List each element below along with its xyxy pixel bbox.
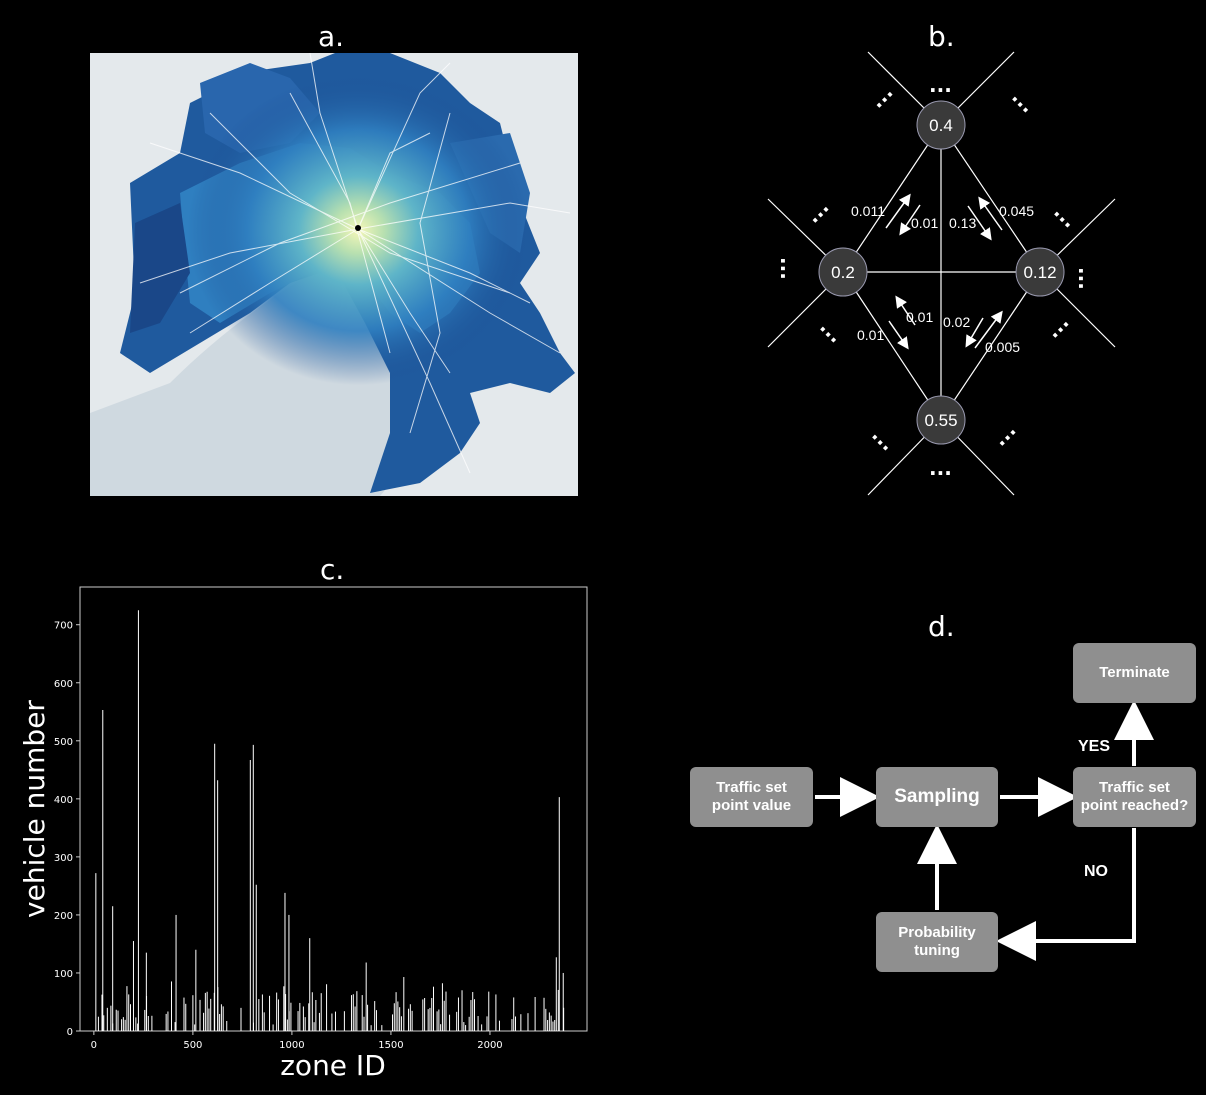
setpoint-box: Traffic set point value bbox=[690, 767, 813, 827]
node-bottom: 0.55 bbox=[916, 395, 966, 445]
yes-label: YES bbox=[1078, 738, 1111, 755]
edge-label: 0.005 bbox=[985, 339, 1020, 355]
y-axis-label: vehicle number bbox=[18, 700, 51, 918]
edge-label: 0.045 bbox=[999, 203, 1034, 219]
y-tick-label: 700 bbox=[54, 621, 73, 632]
ellipsis: ... bbox=[776, 257, 800, 280]
node-value: 0.4 bbox=[929, 116, 953, 135]
y-ticks: 0 100 200 300 400 500 600 700 bbox=[54, 621, 80, 1038]
y-tick-label: 0 bbox=[67, 1027, 73, 1038]
x-tick-label: 2000 bbox=[477, 1040, 502, 1051]
cbd-marker bbox=[355, 225, 361, 231]
ellipsis: ... bbox=[929, 456, 952, 480]
ellipsis: ... bbox=[1074, 267, 1098, 290]
ellipsis: ... bbox=[987, 418, 1020, 451]
node-top: 0.4 bbox=[916, 100, 966, 150]
chart-bars bbox=[95, 610, 565, 1031]
edge-labels: 0.011 0.01 0.13 0.045 0.01 0.01 0.02 0.0… bbox=[851, 203, 1034, 355]
ellipsis-markers: ... ... ... ... ... ... ... ... ... ... … bbox=[776, 73, 1098, 480]
x-tick-label: 1000 bbox=[279, 1040, 304, 1051]
choropleth-map bbox=[90, 53, 578, 496]
ellipsis: ... bbox=[1049, 199, 1082, 232]
setpoint-reached-box: Traffic set point reached? bbox=[1073, 767, 1196, 827]
ellipsis: ... bbox=[864, 80, 897, 113]
ellipsis: ... bbox=[929, 73, 952, 97]
y-tick-label: 100 bbox=[54, 969, 73, 980]
panel-label-b: b. bbox=[928, 20, 955, 53]
terminate-box: Terminate bbox=[1073, 643, 1196, 703]
panel-label-a: a. bbox=[318, 20, 345, 53]
y-tick-label: 600 bbox=[54, 679, 73, 690]
node-left: 0.2 bbox=[818, 247, 868, 297]
arrow-check-to-tuning bbox=[996, 828, 1136, 961]
node-value: 0.2 bbox=[831, 263, 855, 282]
x-ticks: 0 500 1000 1500 2000 bbox=[91, 1031, 503, 1051]
x-tick-label: 500 bbox=[183, 1040, 202, 1051]
network-edges bbox=[767, 51, 1116, 496]
edge-label: 0.011 bbox=[851, 203, 885, 219]
edge-label: 0.02 bbox=[943, 314, 970, 330]
ellipsis: ... bbox=[1007, 84, 1040, 117]
x-tick-label: 0 bbox=[91, 1040, 97, 1051]
y-tick-label: 300 bbox=[54, 853, 73, 864]
y-tick-label: 400 bbox=[54, 795, 73, 806]
x-tick-label: 1500 bbox=[378, 1040, 403, 1051]
ellipsis: ... bbox=[867, 422, 900, 455]
node-value: 0.55 bbox=[924, 411, 957, 430]
x-axis-label: zone ID bbox=[280, 1049, 386, 1082]
edge-label: 0.01 bbox=[906, 309, 933, 325]
panel-label-c: c. bbox=[320, 553, 345, 586]
y-tick-label: 200 bbox=[54, 911, 73, 922]
flow-arrows bbox=[885, 193, 1003, 350]
sampling-box: Sampling bbox=[876, 767, 998, 827]
plot-frame bbox=[79, 586, 588, 1032]
no-label: NO bbox=[1084, 863, 1108, 880]
panel-label-d: d. bbox=[928, 610, 955, 643]
edge-label: 0.01 bbox=[911, 215, 938, 231]
edge-label: 0.13 bbox=[949, 215, 976, 231]
probability-tuning-box: Probability tuning bbox=[876, 912, 998, 972]
map-canvas bbox=[90, 53, 578, 496]
node-value: 0.12 bbox=[1023, 263, 1056, 282]
y-tick-label: 500 bbox=[54, 737, 73, 748]
ellipsis: ... bbox=[815, 314, 848, 347]
road-network bbox=[139, 53, 571, 474]
ellipsis: ... bbox=[800, 195, 833, 228]
node-right: 0.12 bbox=[1015, 247, 1065, 297]
ellipsis: ... bbox=[1040, 310, 1073, 343]
edge-label: 0.01 bbox=[857, 327, 884, 343]
